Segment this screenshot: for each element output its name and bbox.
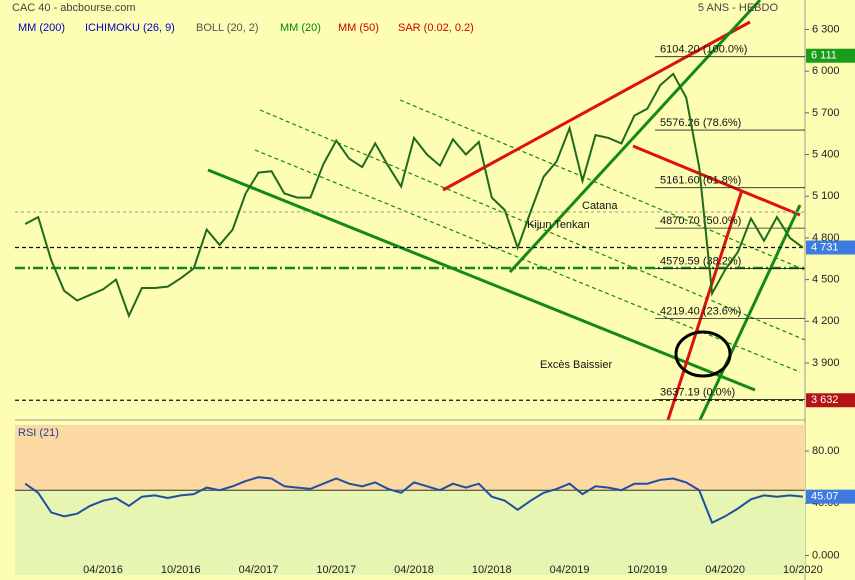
price-box — [806, 48, 855, 63]
y-tick-label: 6 000 — [812, 65, 840, 77]
x-tick-label: 10/2019 — [627, 564, 667, 576]
price-label: 4 731 — [811, 241, 839, 253]
fib-label: 6104.20 (100.0%) — [660, 44, 747, 56]
price-box — [806, 240, 855, 255]
x-tick-label: 04/2019 — [550, 564, 590, 576]
trend-line — [632, 144, 801, 217]
fib-label: 4870.70 (50.0%) — [660, 215, 741, 227]
fib-label: 3637.19 (0.0%) — [660, 386, 735, 398]
chart-subtitle: 5 ANS - HEBDO — [698, 2, 779, 14]
trend-line — [698, 204, 802, 421]
y-tick-label: 4 200 — [812, 315, 840, 327]
rsi-line — [24, 476, 803, 525]
price-line — [24, 72, 804, 319]
y-tick-label: 5 400 — [812, 148, 840, 160]
y-tick-label: 5 100 — [812, 190, 840, 202]
x-tick-label: 10/2018 — [472, 564, 512, 576]
y-tick-label: 80.00 — [812, 445, 840, 457]
legend-entry: MM (20) — [280, 22, 321, 34]
trend-line — [207, 168, 756, 392]
fib-label: 4579.59 (38.2%) — [660, 255, 741, 267]
x-tick-label: 10/2017 — [316, 564, 356, 576]
x-tick-label: 10/2016 — [161, 564, 201, 576]
price-label: 3 632 — [811, 394, 839, 406]
trend-lines — [15, 0, 806, 421]
legend-entry: SAR (0.02, 0.2) — [398, 22, 474, 34]
y-tick-label: 0.000 — [812, 549, 840, 561]
x-tick-label: 04/2020 — [705, 564, 745, 576]
trend-line — [442, 20, 751, 192]
x-tick-label: 10/2020 — [783, 564, 823, 576]
oversold-zone — [15, 490, 805, 575]
channel-line — [259, 109, 806, 341]
annotation: Excès Baissier — [540, 359, 612, 371]
price-box — [806, 393, 855, 408]
x-tick-label: 04/2018 — [394, 564, 434, 576]
y-tick-label: 5 700 — [812, 107, 840, 119]
chart-title: CAC 40 - abcbourse.com — [12, 2, 136, 14]
channel-line — [254, 149, 801, 373]
legend-entry: MM (200) — [18, 22, 65, 34]
x-tick-label: 04/2017 — [239, 564, 279, 576]
annotation: Catana — [582, 200, 618, 212]
x-tick-label: 04/2016 — [83, 564, 123, 576]
fib-label: 4219.40 (23.6%) — [660, 306, 741, 318]
annotation: Kijun Tenkan — [527, 219, 590, 231]
overbought-zone — [15, 425, 805, 491]
legend-entry: BOLL (20, 2) — [196, 22, 259, 34]
y-tick-label: 3 900 — [812, 357, 840, 369]
circle-highlight — [674, 330, 732, 378]
trend-line — [508, 0, 762, 274]
y-tick-label: 4 500 — [812, 274, 840, 286]
legend-entry: ICHIMOKU (26, 9) — [85, 22, 175, 34]
channel-line — [399, 99, 806, 271]
legend-entry: MM (50) — [338, 22, 379, 34]
value-box — [806, 489, 855, 504]
y-tick-label: 6 300 — [812, 23, 840, 35]
value-label: 45.07 — [811, 491, 839, 503]
panel-title: RSI (21) — [18, 427, 59, 439]
price-label: 6 111 — [811, 50, 837, 62]
fib-label: 5576.26 (78.6%) — [660, 117, 741, 129]
